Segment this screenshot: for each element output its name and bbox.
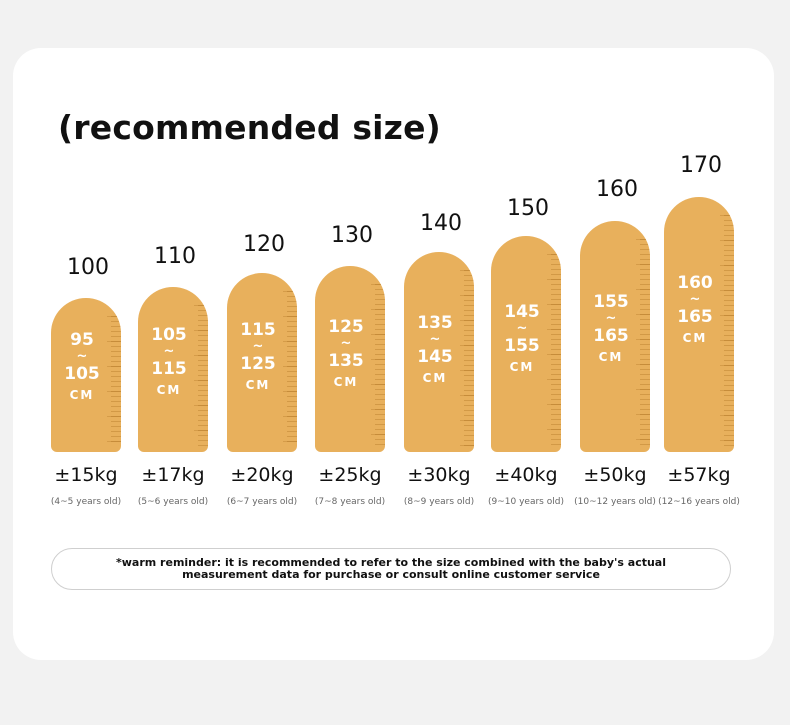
range-from: 115 bbox=[240, 320, 276, 340]
range-unit: CM bbox=[333, 375, 359, 389]
weight-label: ±30kg bbox=[407, 464, 471, 486]
weight-label: ±50kg bbox=[583, 464, 647, 486]
range-tilde: ~ bbox=[605, 311, 617, 326]
height-range: 95 ~105 CM bbox=[51, 330, 113, 402]
ruler-major-ticks bbox=[194, 305, 208, 446]
weight-label: ±25kg bbox=[318, 464, 382, 486]
height-range: 125 ~135 CM bbox=[315, 317, 377, 389]
range-to: 145 bbox=[417, 347, 453, 367]
age-label: (5~6 years old) bbox=[137, 497, 209, 507]
range-from: 105 bbox=[151, 325, 187, 345]
height-bar: 160 ~165 CM bbox=[664, 197, 734, 452]
height-bar: 105 ~115 CM bbox=[138, 287, 208, 452]
ruler-ticks bbox=[287, 291, 297, 446]
size-label: 100 bbox=[67, 255, 109, 280]
range-unit: CM bbox=[598, 350, 624, 364]
ruler-major-ticks bbox=[720, 215, 734, 446]
range-tilde: ~ bbox=[76, 349, 88, 364]
height-bar: 145 ~155 CM bbox=[491, 236, 561, 452]
age-label: (12~16 years old) bbox=[658, 497, 740, 507]
age-label: (4~5 years old) bbox=[50, 497, 122, 507]
height-bar: 125 ~135 CM bbox=[315, 266, 385, 452]
range-from: 135 bbox=[417, 313, 453, 333]
range-from: 155 bbox=[593, 292, 629, 312]
ruler-major-ticks bbox=[636, 239, 650, 446]
range-from: 125 bbox=[328, 317, 364, 337]
range-to: 135 bbox=[328, 351, 364, 371]
weight-label: ±17kg bbox=[141, 464, 205, 486]
size-label: 160 bbox=[596, 177, 638, 202]
ruler-major-ticks bbox=[283, 291, 297, 446]
ruler-ticks bbox=[640, 239, 650, 446]
range-tilde: ~ bbox=[689, 292, 701, 307]
weight-label: ±57kg bbox=[667, 464, 731, 486]
size-label: 150 bbox=[507, 196, 549, 221]
ruler-major-ticks bbox=[460, 270, 474, 446]
height-bar: 155 ~165 CM bbox=[580, 221, 650, 452]
range-from: 95 bbox=[70, 330, 94, 350]
range-to: 165 bbox=[677, 307, 713, 327]
range-tilde: ~ bbox=[516, 321, 528, 336]
height-bar: 95 ~105 CM bbox=[51, 298, 121, 452]
range-tilde: ~ bbox=[252, 339, 264, 354]
height-range: 105 ~115 CM bbox=[138, 325, 200, 397]
ruler-major-ticks bbox=[371, 284, 385, 446]
size-label: 170 bbox=[680, 153, 722, 178]
age-label: (10~12 years old) bbox=[574, 497, 656, 507]
range-unit: CM bbox=[156, 383, 182, 397]
size-label: 120 bbox=[243, 232, 285, 257]
range-to: 115 bbox=[151, 359, 187, 379]
ruler-major-ticks bbox=[547, 254, 561, 446]
height-range: 135 ~145 CM bbox=[404, 313, 466, 385]
range-unit: CM bbox=[682, 331, 708, 345]
range-to: 165 bbox=[593, 326, 629, 346]
age-label: (9~10 years old) bbox=[488, 497, 564, 507]
height-range: 155 ~165 CM bbox=[580, 292, 642, 364]
size-label: 110 bbox=[154, 244, 196, 269]
range-unit: CM bbox=[245, 378, 271, 392]
height-bar: 115 ~125 CM bbox=[227, 273, 297, 452]
ruler-ticks bbox=[724, 215, 734, 446]
height-range: 160 ~165 CM bbox=[664, 273, 726, 345]
range-tilde: ~ bbox=[429, 332, 441, 347]
range-from: 145 bbox=[504, 302, 540, 322]
height-range: 145 ~155 CM bbox=[491, 302, 553, 374]
age-label: (6~7 years old) bbox=[226, 497, 298, 507]
size-label: 130 bbox=[331, 223, 373, 248]
ruler-ticks bbox=[198, 305, 208, 446]
height-range: 115 ~125 CM bbox=[227, 320, 289, 392]
range-unit: CM bbox=[422, 371, 448, 385]
range-tilde: ~ bbox=[163, 344, 175, 359]
weight-label: ±40kg bbox=[494, 464, 558, 486]
page-title: (recommended size) bbox=[58, 108, 441, 147]
weight-label: ±20kg bbox=[230, 464, 294, 486]
range-to: 155 bbox=[504, 336, 540, 356]
ruler-ticks bbox=[111, 316, 121, 446]
weight-label: ±15kg bbox=[54, 464, 118, 486]
ruler-ticks bbox=[375, 284, 385, 446]
size-label: 140 bbox=[420, 211, 462, 236]
ruler-ticks bbox=[464, 270, 474, 446]
warm-reminder: *warm reminder: it is recommended to ref… bbox=[51, 548, 731, 590]
ruler-major-ticks bbox=[107, 316, 121, 446]
range-unit: CM bbox=[509, 360, 535, 374]
range-to: 125 bbox=[240, 354, 276, 374]
age-label: (8~9 years old) bbox=[403, 497, 475, 507]
range-from: 160 bbox=[677, 273, 713, 293]
age-label: (7~8 years old) bbox=[314, 497, 386, 507]
height-bar: 135 ~145 CM bbox=[404, 252, 474, 452]
range-tilde: ~ bbox=[340, 336, 352, 351]
ruler-ticks bbox=[551, 254, 561, 446]
range-to: 105 bbox=[64, 364, 100, 384]
range-unit: CM bbox=[69, 388, 95, 402]
